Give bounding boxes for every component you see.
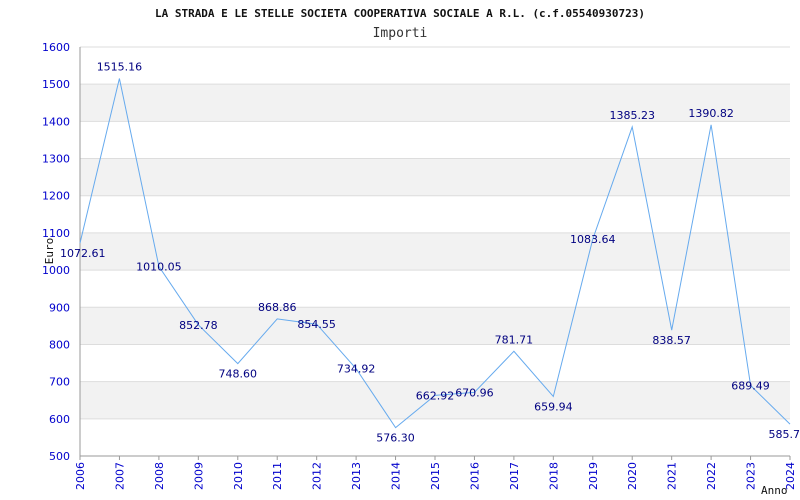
y-tick-label: 1500 (42, 78, 70, 91)
y-tick-label: 800 (49, 338, 70, 351)
data-label: 1010.05 (136, 260, 182, 273)
data-label: 1385.23 (609, 109, 655, 122)
data-label: 662.92 (416, 389, 455, 402)
x-tick-label: 2015 (429, 462, 442, 490)
x-tick-label: 2021 (666, 462, 679, 490)
y-tick-label: 600 (49, 413, 70, 426)
x-tick-label: 2008 (153, 462, 166, 490)
data-label: 689.49 (731, 380, 770, 393)
x-tick-label: 2023 (745, 462, 758, 490)
x-tick-label: 2011 (271, 462, 284, 490)
data-label: 659.94 (534, 401, 573, 414)
data-label: 748.60 (219, 368, 258, 381)
y-tick-label: 1400 (42, 115, 70, 128)
grid-bands (80, 84, 790, 419)
y-tick-label: 1000 (42, 264, 70, 277)
x-tick-label: 2007 (113, 462, 126, 490)
data-label: 576.30 (376, 432, 415, 445)
x-tick-label: 2020 (626, 462, 639, 490)
grid-band (80, 381, 790, 419)
data-label: 670.96 (455, 386, 494, 399)
x-tick-label: 2010 (232, 462, 245, 490)
x-axis-title: Anno (761, 484, 788, 497)
data-label: 585.7 (769, 428, 800, 441)
x-tick-label: 2013 (350, 462, 363, 490)
x-tick-label: 2022 (705, 462, 718, 490)
data-label: 852.78 (179, 319, 218, 332)
x-tick-label: 2014 (390, 462, 403, 490)
grid-lines (80, 46, 790, 457)
x-tick-label: 2024 (784, 462, 797, 490)
x-tick-label: 2012 (311, 462, 324, 490)
data-label: 734.92 (337, 363, 376, 376)
y-tick-labels: 500 600 700 800 900 1000 1100 1200 1300 1400 1500 1… (42, 41, 70, 463)
data-label: 868.86 (258, 301, 297, 314)
data-labels: 1072.611515.161010.05852.78748.60868.868… (60, 61, 800, 445)
data-label: 781.71 (495, 333, 534, 346)
x-tick-label: 2017 (508, 462, 521, 490)
y-tick-label: 500 (49, 450, 70, 463)
data-label: 838.57 (652, 334, 691, 347)
y-tick-label: 1100 (42, 227, 70, 240)
grid-band (80, 232, 790, 271)
x-tick-label: 2018 (547, 462, 560, 490)
series-line (79, 78, 791, 429)
x-tick-label: 2006 (74, 462, 87, 490)
chart-title: LA STRADA E LE STELLE SOCIETA COOPERATIV… (155, 7, 645, 20)
grid-band (80, 307, 790, 345)
y-axis-title: Euro (43, 238, 56, 265)
y-tick-label: 1600 (42, 41, 70, 54)
y-tick-label: 1200 (42, 190, 70, 203)
x-tick-label: 2009 (192, 462, 205, 490)
grid-band (80, 84, 790, 122)
x-tick-labels: 2006 2007 2008 2009 2010 2011 2012 2013 2014 2015… (74, 456, 797, 490)
y-tick-label: 700 (49, 376, 70, 389)
data-label: 1083.64 (570, 233, 616, 246)
y-tick-label: 900 (49, 301, 70, 314)
data-label: 1390.82 (688, 107, 734, 120)
data-label: 854.55 (297, 318, 336, 331)
x-tick-label: 2016 (468, 462, 481, 490)
grid-band (80, 158, 790, 196)
x-tick-label: 2019 (587, 462, 600, 490)
data-label: 1072.61 (60, 247, 106, 260)
y-tick-label: 1300 (42, 153, 70, 166)
data-label: 1515.16 (97, 61, 143, 74)
chart-subtitle: Importi (373, 26, 428, 41)
